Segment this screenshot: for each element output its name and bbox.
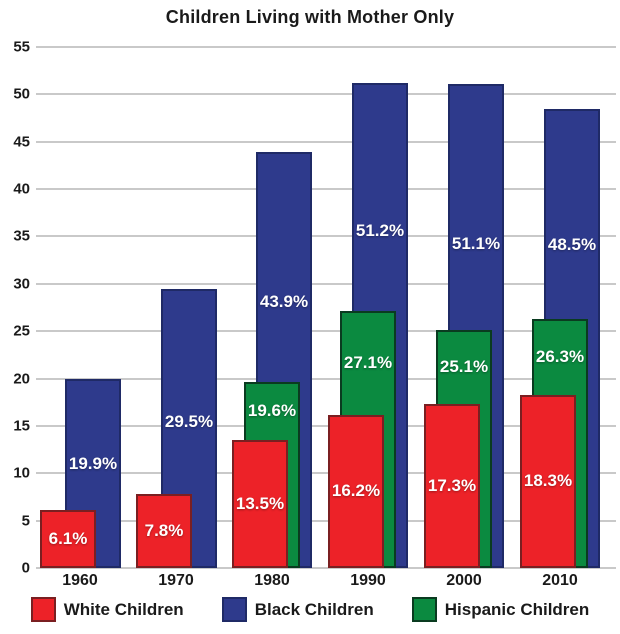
x-axis-label: 1970 (158, 572, 194, 589)
x-axis-label: 2010 (542, 572, 578, 589)
legend-label: Black Children (254, 599, 374, 619)
legend-item-hispanic-children: Hispanic Children (411, 597, 590, 622)
x-axis-label: 1980 (254, 572, 290, 589)
y-tick-label: 40 (13, 180, 30, 198)
chart-title: Children Living with Mother Only (165, 7, 455, 27)
x-axis-label: 1960 (62, 572, 98, 589)
y-tick-label: 25 (13, 322, 30, 340)
gridline (36, 140, 616, 143)
gridline (36, 424, 616, 427)
bar-white-children-1980 (232, 440, 288, 568)
gridline (36, 472, 616, 475)
bar-white-children-1960 (40, 510, 96, 568)
bar-value-label: 29.5% (164, 412, 214, 432)
x-axis-label: 2000 (446, 572, 482, 589)
bar-value-label: 19.6% (247, 401, 297, 421)
bar-white-children-1990 (328, 414, 384, 568)
y-tick-label: 55 (13, 38, 30, 56)
bar-value-label: 7.8% (144, 521, 184, 541)
bar-value-label: 25.1% (439, 357, 489, 377)
bar-value-label: 18.3% (523, 471, 573, 491)
y-tick-label: 30 (13, 275, 30, 293)
bar-white-children-2010 (520, 394, 576, 568)
white-children-swatch-icon (30, 597, 56, 622)
y-tick-label: 20 (13, 370, 30, 388)
gridline (36, 377, 616, 380)
black-children-swatch-icon (221, 597, 247, 622)
gridline (36, 282, 616, 285)
gridline (36, 567, 616, 569)
gridline (36, 330, 616, 333)
x-axis-label: 1990 (350, 572, 386, 589)
bar-value-label: 48.5% (547, 235, 597, 255)
y-tick-label: 35 (13, 227, 30, 245)
gridline (36, 46, 616, 48)
bar-value-label: 19.9% (68, 454, 118, 474)
bar-value-label: 43.9% (259, 291, 309, 311)
bar-value-label: 6.1% (48, 529, 88, 549)
y-tick-label: 5 (21, 512, 30, 530)
bar-value-label: 27.1% (343, 352, 393, 372)
bar-value-label: 51.2% (355, 221, 405, 241)
legend-item-white-children: White Children (30, 597, 184, 622)
y-tick-label: 10 (13, 464, 30, 482)
gridline (36, 188, 616, 191)
bar-value-label: 51.1% (451, 234, 501, 254)
bar-white-children-2000 (424, 404, 480, 568)
legend-item-black-children: Black Children (221, 597, 374, 622)
y-tick-label: 15 (13, 417, 30, 435)
bar-value-label: 26.3% (535, 346, 585, 366)
legend-label: White Children (63, 599, 184, 619)
y-tick-label: 50 (13, 85, 30, 103)
bar-value-label: 17.3% (427, 476, 477, 496)
gridline (36, 93, 616, 96)
hispanic-children-swatch-icon (411, 597, 437, 622)
legend-label: Hispanic Children (444, 599, 590, 619)
y-tick-label: 45 (13, 133, 30, 151)
bar-white-children-1970 (136, 494, 192, 568)
gridline (36, 235, 616, 238)
bar-value-label: 16.2% (331, 481, 381, 501)
y-tick-label: 0 (21, 559, 30, 577)
legend: White Children Black Children Hispanic Chi… (0, 597, 620, 622)
gridline (36, 519, 616, 522)
bar-value-label: 13.5% (235, 494, 285, 514)
